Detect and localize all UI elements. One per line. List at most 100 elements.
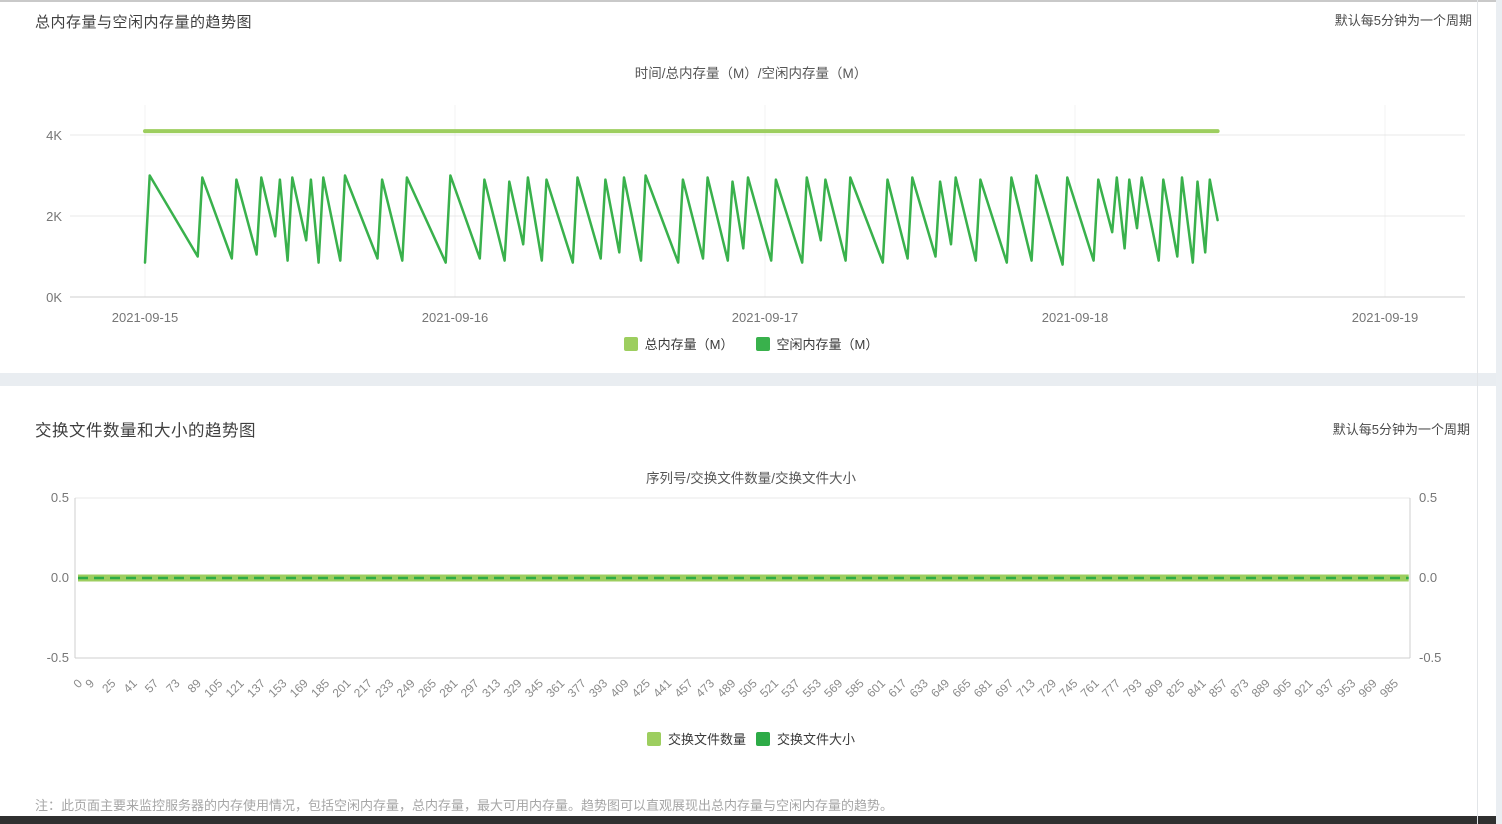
svg-text:697: 697	[992, 676, 1016, 700]
svg-text:105: 105	[201, 676, 225, 700]
svg-text:505: 505	[736, 676, 760, 700]
right-panel-border	[1477, 0, 1478, 824]
svg-text:393: 393	[586, 676, 610, 700]
svg-text:777: 777	[1099, 676, 1123, 700]
svg-text:457: 457	[672, 676, 696, 700]
svg-text:233: 233	[372, 676, 396, 700]
svg-text:121: 121	[223, 676, 247, 700]
svg-text:0: 0	[70, 676, 85, 691]
svg-text:713: 713	[1014, 676, 1038, 700]
svg-text:681: 681	[971, 676, 995, 700]
legend-label: 总内存量（M）	[644, 337, 734, 352]
svg-text:217: 217	[351, 676, 375, 700]
horizontal-scrollbar[interactable]	[0, 816, 1496, 824]
svg-text:761: 761	[1078, 676, 1102, 700]
legend-item[interactable]: 交换文件大小	[756, 729, 855, 748]
svg-text:2K: 2K	[46, 209, 62, 224]
svg-text:185: 185	[308, 676, 332, 700]
svg-text:969: 969	[1356, 676, 1380, 700]
window-top-border	[0, 0, 1502, 2]
svg-text:361: 361	[543, 676, 567, 700]
svg-text:89: 89	[185, 676, 205, 696]
swap-period-note: 默认每5分钟为一个周期	[1332, 422, 1470, 437]
legend-label: 交换文件大小	[777, 732, 856, 747]
svg-text:601: 601	[864, 676, 888, 700]
svg-text:2021-09-19: 2021-09-19	[1352, 310, 1419, 325]
memory-chart-legend: 总内存量（M） 空闲内存量（M）	[0, 334, 1502, 353]
svg-text:0.5: 0.5	[1419, 490, 1437, 505]
svg-text:745: 745	[1056, 676, 1080, 700]
svg-text:441: 441	[650, 676, 674, 700]
svg-text:2021-09-15: 2021-09-15	[112, 310, 179, 325]
svg-text:953: 953	[1334, 676, 1358, 700]
swap-trend-chart[interactable]: 0.5 0.50.0 0.0-0.5 -0.509 25 41 57 73 8910512113…	[47, 490, 1442, 700]
svg-text:889: 889	[1249, 676, 1273, 700]
page-footer-note: 注：此页面主要来监控服务器的内存使用情况，包括空闲内存量，总内存量，最大可用内存…	[35, 798, 894, 813]
legend-item[interactable]: 总内存量（M）	[623, 334, 734, 353]
svg-text:345: 345	[522, 676, 546, 700]
svg-text:265: 265	[415, 676, 439, 700]
svg-text:665: 665	[949, 676, 973, 700]
swap-chart-legend: 交换文件数量 交换文件大小	[0, 729, 1502, 748]
memory-period-note: 默认每5分钟为一个周期	[1334, 13, 1472, 28]
svg-text:585: 585	[843, 676, 867, 700]
svg-text:905: 905	[1270, 676, 1294, 700]
legend-item[interactable]: 交换文件数量	[646, 729, 746, 748]
svg-text:377: 377	[565, 676, 589, 700]
svg-text:57: 57	[142, 676, 162, 696]
svg-text:825: 825	[1163, 676, 1187, 700]
svg-text:2021-09-16: 2021-09-16	[422, 310, 489, 325]
svg-text:-0.5: -0.5	[1419, 650, 1441, 665]
svg-text:297: 297	[458, 676, 482, 700]
svg-text:0.5: 0.5	[51, 490, 69, 505]
svg-text:313: 313	[479, 676, 503, 700]
svg-text:537: 537	[778, 676, 802, 700]
svg-text:841: 841	[1185, 676, 1209, 700]
memory-panel-title: 总内存量与空闲内存量的趋势图	[35, 14, 253, 31]
svg-text:9: 9	[83, 676, 98, 691]
svg-text:521: 521	[757, 676, 781, 700]
legend-label: 交换文件数量	[667, 732, 746, 747]
svg-text:153: 153	[265, 676, 289, 700]
svg-text:25: 25	[99, 676, 119, 696]
svg-text:425: 425	[629, 676, 653, 700]
svg-text:873: 873	[1227, 676, 1251, 700]
svg-text:857: 857	[1206, 676, 1230, 700]
legend-item[interactable]: 空闲内存量（M）	[755, 334, 879, 353]
svg-text:937: 937	[1313, 676, 1337, 700]
svg-text:2021-09-17: 2021-09-17	[732, 310, 799, 325]
svg-text:169: 169	[287, 676, 311, 700]
vertical-scrollbar-track[interactable]	[1496, 0, 1502, 824]
legend-swatch-icon	[756, 731, 770, 746]
svg-text:809: 809	[1142, 676, 1166, 700]
svg-text:201: 201	[330, 676, 354, 700]
panel-divider	[0, 373, 1496, 386]
svg-text:569: 569	[821, 676, 845, 700]
svg-text:409: 409	[607, 676, 631, 700]
svg-text:137: 137	[244, 676, 268, 700]
svg-text:41: 41	[121, 676, 141, 696]
svg-text:473: 473	[693, 676, 717, 700]
svg-text:2021-09-18: 2021-09-18	[1042, 310, 1109, 325]
memory-trend-chart[interactable]: 2021-09-15 2021-09-16 2021-09-17 2021-09-18…	[46, 105, 1465, 325]
svg-text:4K: 4K	[46, 128, 62, 143]
svg-text:649: 649	[928, 676, 952, 700]
svg-text:0.0: 0.0	[51, 570, 69, 585]
swap-panel-title: 交换文件数量和大小的趋势图	[35, 422, 256, 440]
svg-text:729: 729	[1035, 676, 1059, 700]
svg-text:0K: 0K	[46, 290, 62, 305]
svg-text:489: 489	[714, 676, 738, 700]
svg-text:73: 73	[163, 676, 183, 696]
svg-text:633: 633	[907, 676, 931, 700]
svg-text:921: 921	[1292, 676, 1316, 700]
svg-text:249: 249	[394, 676, 418, 700]
legend-swatch-icon	[623, 336, 638, 351]
swap-chart-subtitle: 序列号/交换文件数量/交换文件大小	[645, 471, 856, 486]
legend-swatch-icon	[755, 336, 770, 351]
legend-label: 空闲内存量（M）	[776, 337, 879, 352]
svg-text:329: 329	[501, 676, 525, 700]
svg-text:617: 617	[885, 676, 909, 700]
memory-chart-subtitle: 时间/总内存量（M）/空闲内存量（M）	[634, 66, 868, 81]
legend-swatch-icon	[646, 731, 661, 746]
